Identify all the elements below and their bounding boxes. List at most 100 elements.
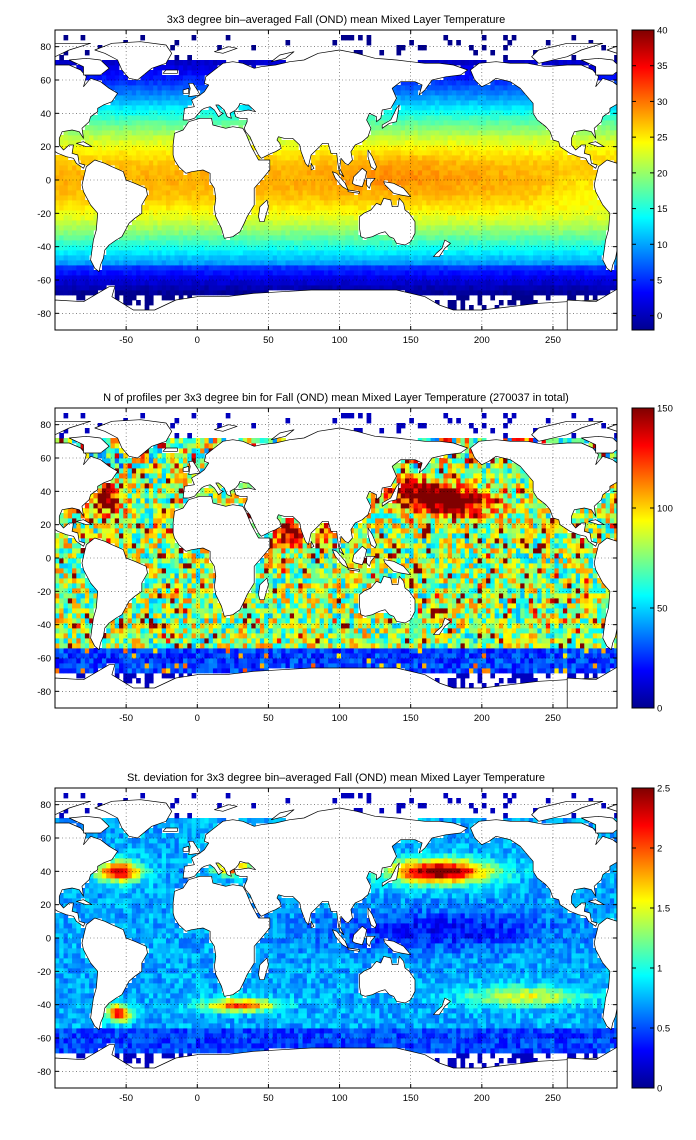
heatmap-bin bbox=[541, 663, 547, 669]
heatmap-bin bbox=[114, 120, 120, 126]
heatmap-bin bbox=[268, 60, 274, 66]
heatmap-bin bbox=[507, 135, 513, 141]
heatmap-bin bbox=[541, 170, 547, 176]
heatmap-bin bbox=[366, 40, 372, 46]
heatmap-bin bbox=[289, 280, 295, 286]
heatmap-bin bbox=[580, 290, 585, 296]
heatmap-bin bbox=[131, 130, 137, 136]
heatmap-bin bbox=[417, 290, 423, 296]
heatmap-bin bbox=[614, 105, 617, 111]
heatmap-bin bbox=[89, 290, 94, 296]
heatmap-bin bbox=[490, 95, 496, 101]
heatmap-bin bbox=[178, 290, 184, 296]
heatmap-bin bbox=[84, 50, 90, 56]
heatmap-bin bbox=[178, 200, 184, 206]
heatmap-bin bbox=[178, 100, 184, 106]
heatmap-bin bbox=[157, 160, 163, 166]
heatmap-bin bbox=[140, 35, 146, 41]
heatmap-bin bbox=[601, 135, 607, 141]
heatmap-bin bbox=[375, 145, 380, 151]
heatmap-bin bbox=[524, 100, 530, 106]
heatmap-bin bbox=[494, 245, 500, 251]
heatmap-bin bbox=[469, 265, 474, 271]
heatmap-bin bbox=[366, 190, 372, 196]
heatmap-bin bbox=[422, 290, 427, 296]
heatmap-bin bbox=[80, 235, 86, 241]
heatmap-bin bbox=[481, 215, 487, 221]
heatmap-bin bbox=[255, 250, 261, 256]
heatmap-bin bbox=[554, 290, 560, 296]
heatmap-bin bbox=[165, 195, 171, 201]
heatmap-bin bbox=[545, 210, 551, 216]
heatmap-bin bbox=[264, 180, 269, 186]
heatmap-bin bbox=[123, 265, 128, 271]
heatmap-bin bbox=[366, 260, 372, 266]
heatmap-bin bbox=[451, 175, 457, 181]
heatmap-bin bbox=[264, 230, 269, 236]
heatmap-bin bbox=[507, 170, 513, 176]
heatmap-bin bbox=[136, 145, 141, 151]
heatmap-bin bbox=[507, 200, 513, 206]
heatmap-bin bbox=[469, 75, 474, 81]
heatmap-bin bbox=[67, 653, 73, 659]
heatmap-bin bbox=[119, 270, 124, 276]
heatmap-bin bbox=[405, 285, 410, 291]
heatmap-bin bbox=[362, 658, 367, 664]
heatmap-bin bbox=[537, 120, 542, 126]
heatmap-bin bbox=[140, 230, 146, 236]
heatmap-bin bbox=[119, 240, 124, 246]
heatmap-bin bbox=[242, 290, 248, 296]
heatmap-bin bbox=[191, 195, 197, 201]
heatmap-bin bbox=[460, 145, 466, 151]
heatmap-bin bbox=[409, 663, 414, 669]
heatmap-bin bbox=[80, 673, 86, 679]
heatmap-bin bbox=[422, 150, 427, 156]
heatmap-bin bbox=[383, 235, 389, 241]
heatmap-bin bbox=[276, 270, 282, 276]
x-tick-label: 250 bbox=[545, 335, 561, 346]
heatmap-bin bbox=[528, 653, 534, 659]
heatmap-bin bbox=[528, 285, 534, 291]
heatmap-bin bbox=[76, 658, 82, 664]
heatmap-bin bbox=[362, 245, 367, 251]
heatmap-bin bbox=[439, 235, 444, 241]
heatmap-bin bbox=[456, 653, 461, 659]
heatmap-bin bbox=[319, 230, 325, 236]
heatmap-bin bbox=[396, 145, 402, 151]
heatmap-bin bbox=[571, 210, 577, 216]
heatmap-bin bbox=[456, 668, 461, 674]
heatmap-bin bbox=[447, 105, 453, 111]
heatmap-bin bbox=[417, 285, 423, 291]
heatmap-bin bbox=[204, 255, 210, 261]
heatmap-bin bbox=[392, 125, 397, 131]
heatmap-bin bbox=[345, 165, 350, 171]
heatmap-bin bbox=[515, 95, 521, 101]
heatmap-bin bbox=[515, 160, 521, 166]
heatmap-bin bbox=[204, 70, 210, 76]
coastline bbox=[55, 64, 118, 169]
heatmap-bin bbox=[170, 220, 175, 226]
heatmap-bin bbox=[541, 270, 547, 276]
heatmap-bin bbox=[567, 245, 572, 251]
heatmap-bin bbox=[511, 230, 517, 236]
heatmap-bin bbox=[336, 285, 342, 291]
heatmap-bin bbox=[396, 95, 402, 101]
heatmap-bin bbox=[93, 225, 99, 231]
heatmap-bin bbox=[59, 180, 64, 186]
heatmap-bin bbox=[110, 85, 116, 91]
heatmap-bin bbox=[89, 140, 94, 146]
heatmap-bin bbox=[396, 110, 402, 116]
heatmap-bin bbox=[400, 155, 406, 161]
heatmap-bin bbox=[319, 275, 325, 281]
heatmap-bin bbox=[178, 70, 184, 76]
heatmap-bin bbox=[456, 225, 461, 231]
heatmap-bin bbox=[127, 290, 133, 296]
heatmap-bin bbox=[537, 185, 542, 191]
heatmap-bin bbox=[601, 210, 607, 216]
coastline bbox=[366, 177, 376, 189]
heatmap-bin bbox=[302, 185, 308, 191]
heatmap-bin bbox=[259, 225, 265, 231]
heatmap-bin bbox=[584, 280, 589, 286]
heatmap-bin bbox=[511, 210, 517, 216]
heatmap-bin bbox=[148, 245, 154, 251]
